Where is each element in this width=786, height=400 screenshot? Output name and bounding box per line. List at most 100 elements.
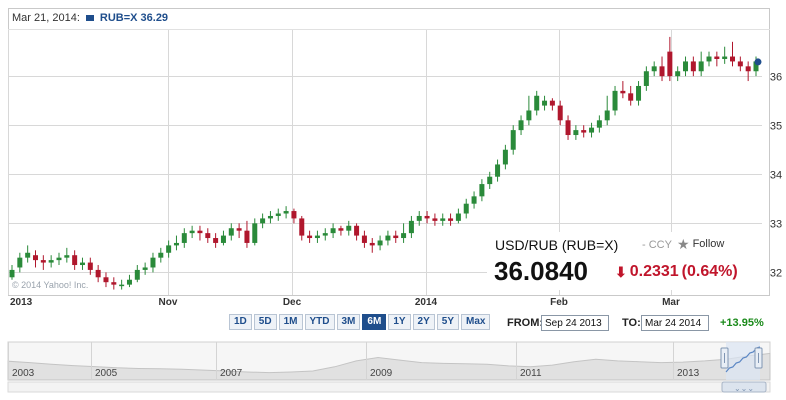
candle	[236, 223, 242, 239]
scroll-grip-icon: ⌄⌄⌄	[734, 384, 754, 393]
candle	[722, 46, 728, 64]
candle	[628, 85, 634, 106]
candle	[745, 61, 751, 82]
range-button-1d[interactable]: 1D	[229, 314, 252, 330]
candle	[72, 250, 78, 270]
candle	[557, 100, 563, 126]
candle	[197, 225, 203, 241]
navigator-area	[7, 352, 771, 381]
x-tick-label: 2014	[415, 297, 438, 308]
legend-series-label: RUB=X 36.29	[99, 12, 169, 24]
candle	[9, 265, 15, 280]
grid	[8, 30, 762, 295]
candle	[119, 279, 125, 290]
from-date-input[interactable]	[541, 315, 609, 331]
to-date-input[interactable]	[641, 315, 709, 331]
watermark: © 2014 Yahoo! Inc.	[12, 280, 89, 290]
period-change: +13.95%	[720, 317, 764, 329]
candle	[330, 223, 336, 239]
candle	[651, 61, 657, 77]
candle	[103, 272, 109, 288]
navigator[interactable]: 2003 2005 2007 2009 2011 2013 ⌄⌄⌄	[7, 341, 771, 393]
x-tick-label: 2013	[10, 297, 33, 308]
legend-date: Mar 21, 2014:	[12, 12, 80, 24]
candle	[322, 228, 328, 241]
candle	[260, 213, 266, 229]
candle	[604, 95, 610, 126]
range-button-5d[interactable]: 5D	[253, 314, 277, 330]
to-label: TO:	[622, 317, 641, 329]
navigator-selection[interactable]	[726, 342, 760, 380]
y-axis-labels: 32 33 34 35 36	[770, 72, 782, 280]
follow-label: Follow	[692, 238, 725, 250]
from-label: FROM:	[507, 317, 544, 329]
candle	[737, 56, 743, 72]
navigator-scrollbar[interactable]	[7, 381, 771, 393]
candle	[448, 213, 454, 226]
range-button-5y[interactable]: 5Y	[436, 314, 460, 330]
star-icon: ★	[677, 236, 690, 252]
candle	[620, 81, 626, 99]
candle	[48, 255, 54, 268]
candle	[675, 66, 681, 82]
candle	[87, 257, 93, 275]
candle	[189, 225, 195, 239]
candles	[9, 36, 762, 290]
candle	[573, 125, 579, 140]
quote-ccy: - CCY	[642, 239, 672, 251]
candle	[487, 171, 493, 189]
candle	[346, 220, 352, 236]
candle	[432, 213, 438, 226]
candle	[142, 262, 148, 275]
range-button-max[interactable]: Max	[461, 314, 491, 330]
range-button-1m[interactable]: 1M	[278, 314, 303, 330]
candle	[706, 51, 712, 67]
range-button-ytd[interactable]: YTD	[304, 314, 335, 330]
quote-change: ⬇ 0.2331 (0.64%)	[615, 263, 738, 281]
candle	[471, 191, 477, 209]
range-button-1y[interactable]: 1Y	[388, 314, 411, 330]
candle	[518, 115, 524, 136]
candle	[408, 215, 414, 239]
candle	[416, 211, 422, 226]
candle	[596, 115, 602, 133]
candle	[40, 255, 46, 270]
range-button-2y[interactable]: 2Y	[412, 314, 435, 330]
candle	[526, 95, 532, 126]
range-button-3m[interactable]: 3M	[336, 314, 361, 330]
candle	[510, 125, 516, 155]
follow-button[interactable]: ★ Follow	[677, 236, 725, 252]
candle	[314, 230, 320, 243]
candle	[714, 51, 720, 67]
candle	[643, 66, 649, 91]
candle	[166, 240, 172, 258]
candle	[659, 56, 665, 82]
candle	[542, 95, 548, 111]
candle	[440, 213, 446, 226]
range-button-6m[interactable]: 6M	[362, 314, 387, 330]
candle	[291, 208, 297, 224]
candle	[228, 223, 234, 241]
candle	[134, 265, 140, 283]
navigator-label: 2009	[370, 368, 393, 379]
candle	[534, 90, 540, 116]
candle	[111, 277, 117, 290]
candle	[126, 274, 132, 288]
x-tick-label: Nov	[159, 297, 178, 308]
candle	[565, 115, 571, 140]
navigator-selection-line	[725, 346, 761, 373]
candle	[393, 230, 399, 243]
quote-box: USD/RUB (RUB=X) - CCY ★ Follow 36.0840 ⬇…	[487, 232, 769, 290]
candle	[173, 235, 179, 251]
candle	[205, 228, 211, 243]
candle	[589, 122, 595, 138]
candle	[730, 41, 736, 67]
candle	[385, 230, 391, 246]
candle	[455, 208, 461, 224]
candle	[581, 125, 587, 138]
x-axis-labels: 2013 Nov Dec 2014 Feb Mar	[10, 297, 680, 308]
navigator-label: 2013	[677, 368, 700, 379]
candle	[283, 206, 289, 219]
navigator-scroll-thumb[interactable]	[721, 381, 767, 393]
